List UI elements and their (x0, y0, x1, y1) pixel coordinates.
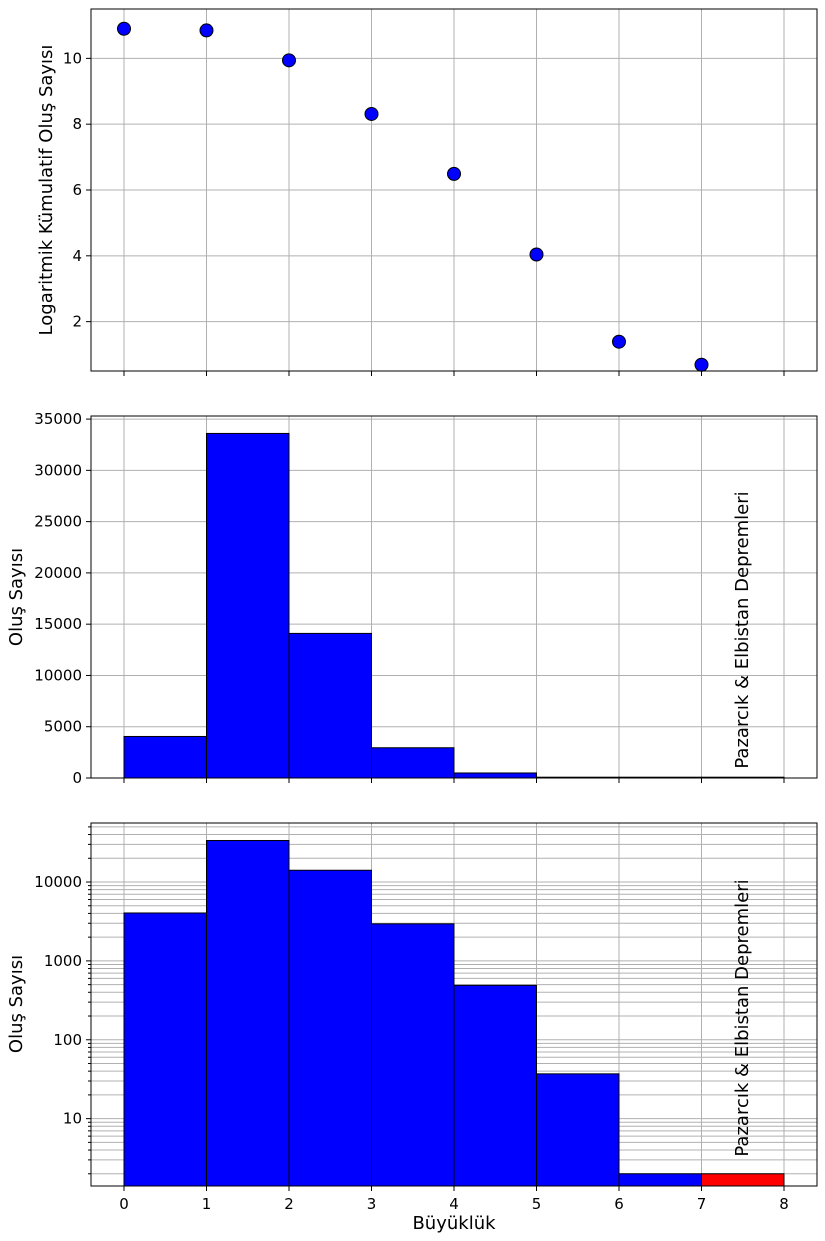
y-tick-label: 8 (72, 115, 82, 133)
histogram-bar (371, 923, 455, 1187)
y-tick-label: 2 (72, 313, 82, 331)
histogram-bar (536, 1073, 620, 1187)
scatter-point (447, 166, 461, 181)
y-tick-label: 35000 (34, 410, 82, 428)
y-tick-label: 10000 (34, 666, 82, 684)
histogram-bar (123, 912, 207, 1187)
scatter-point (199, 23, 214, 38)
y-tick-label: 15000 (34, 615, 82, 633)
y-axis-label: Oluş Sayısı (6, 955, 27, 1053)
histogram-bar (701, 1173, 785, 1187)
histogram-bar (206, 839, 290, 1187)
x-axis-ticks (123, 778, 785, 783)
y-tick-label: 25000 (34, 513, 82, 531)
scatter-point (117, 21, 131, 36)
y-tick-label: 10 (63, 49, 82, 67)
y-axis-label: Oluş Sayısı (6, 548, 27, 646)
x-tick-label: 0 (119, 1195, 129, 1213)
histogram-bar (123, 735, 207, 779)
x-tick-label: 5 (532, 1195, 542, 1213)
x-tick-label: 6 (614, 1195, 624, 1213)
panel-log-histogram: 10 100 1000 10000 0 1 2 3 4 5 6 7 8 Oluş Sayısı Paz… (6, 822, 818, 1234)
histogram-bar (371, 747, 455, 779)
histogram-bar (288, 632, 372, 779)
y-tick-label: 10 (63, 1110, 82, 1128)
x-tick-label: 7 (697, 1195, 707, 1213)
earthquake-annotation: Pazarcık & Elbistan Depremleri (732, 491, 753, 768)
y-tick-label: 20000 (34, 564, 82, 582)
histogram-bar (618, 1173, 702, 1187)
y-axis-label: Logaritmik Kümulatif Oluş Sayısı (36, 45, 57, 336)
x-tick-label: 3 (367, 1195, 377, 1213)
y-axis-ticks: 10 100 1000 10000 (34, 826, 91, 1175)
y-tick-label: 10000 (34, 873, 82, 891)
panel-cumulative-scatter: 2 4 6 8 10 Logaritmik Kümulatif Oluş Sayısı (36, 8, 818, 376)
scatter-point (694, 357, 709, 372)
x-tick-label: 1 (202, 1195, 212, 1213)
x-tick-label: 2 (284, 1195, 294, 1213)
earthquake-annotation: Pazarcık & Elbistan Depremleri (732, 879, 753, 1156)
histogram-bar (288, 869, 372, 1187)
y-axis-ticks: 2 4 6 8 10 (63, 49, 91, 331)
scatter-point (529, 247, 544, 262)
scatter-point (364, 106, 379, 121)
histogram-bar (206, 432, 290, 779)
x-axis-ticks: 0 1 2 3 4 5 6 7 8 (119, 1186, 789, 1213)
scatter-point (612, 334, 626, 349)
x-tick-label: 8 (779, 1195, 789, 1213)
y-tick-label: 1000 (44, 952, 82, 970)
histogram-bar (453, 772, 537, 779)
y-tick-label: 30000 (34, 461, 82, 479)
x-axis-label: Büyüklük (412, 1213, 496, 1234)
x-axis-ticks (123, 371, 785, 376)
grid (91, 416, 817, 779)
panel-linear-histogram: 0 5000 10000 15000 20000 25000 30000 35000 Oluş… (6, 410, 818, 787)
y-tick-label: 5000 (44, 718, 82, 736)
scatter-point (282, 53, 296, 68)
histogram-bar (453, 984, 537, 1187)
y-tick-label: 6 (72, 181, 82, 199)
y-axis-ticks: 0 5000 10000 15000 20000 25000 30000 35000 (34, 410, 91, 787)
y-tick-label: 4 (72, 247, 82, 265)
x-tick-label: 4 (449, 1195, 459, 1213)
histogram-bars (123, 839, 785, 1187)
y-tick-label: 0 (72, 769, 82, 787)
y-tick-label: 100 (53, 1031, 82, 1049)
grid (91, 9, 817, 371)
